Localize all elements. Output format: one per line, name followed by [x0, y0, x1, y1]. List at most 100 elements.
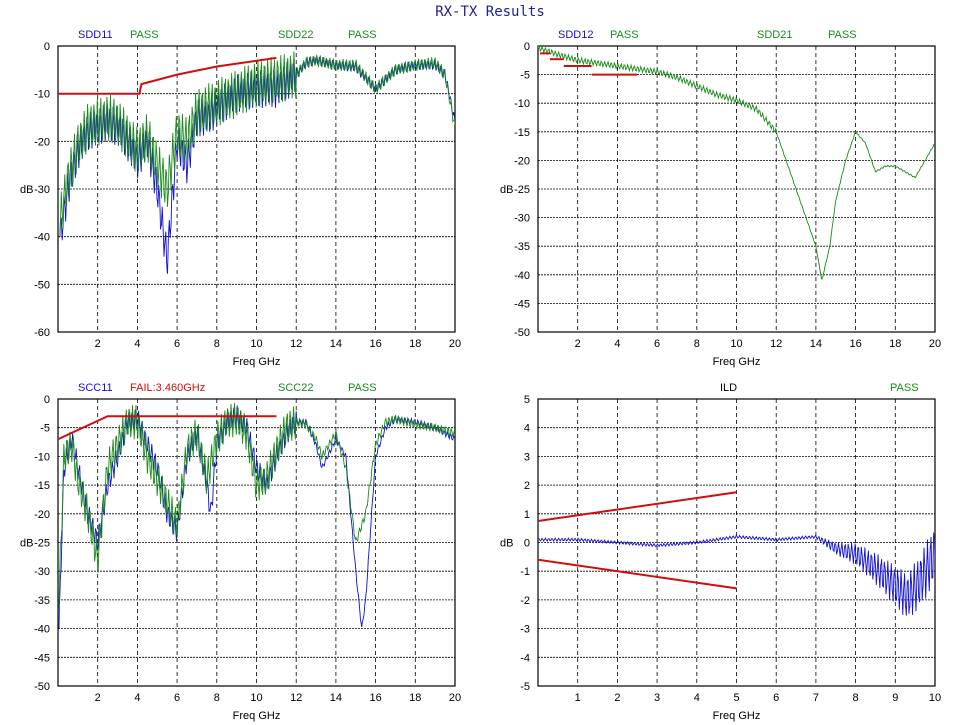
y-tick-label: -5: [520, 681, 530, 693]
y-tick-label: -20: [34, 136, 50, 148]
series-sdd11: [59, 55, 455, 274]
x-tick-label: 14: [330, 338, 342, 350]
y-tick-label: -40: [34, 232, 50, 244]
x-axis-label: Freq GHz: [233, 356, 281, 368]
trace-status-label: SCC22: [278, 382, 313, 394]
x-tick-label: 10: [929, 692, 941, 704]
x-tick-label: 4: [694, 692, 700, 704]
x-tick-label: 6: [174, 338, 180, 350]
x-tick-label: 2: [95, 338, 101, 350]
x-tick-label: 20: [449, 692, 461, 704]
x-tick-label: 8: [694, 338, 700, 350]
x-tick-label: 8: [214, 692, 220, 704]
x-tick-label: 2: [614, 692, 620, 704]
x-tick-label: 18: [409, 338, 421, 350]
series-ild: [538, 532, 935, 616]
series-sdd22: [59, 51, 455, 235]
y-tick-label: -35: [34, 595, 50, 607]
plot-panel-2: 2 4 6 8 10 12 14 16 18 20 0 -5 -10 -15 -20 -25 -30 -35 -40…: [500, 29, 941, 368]
series-upper-limit: [538, 491, 737, 522]
y-tick-label: -35: [514, 241, 530, 253]
y-tick-label: -25: [514, 184, 530, 196]
x-tick-label: 6: [773, 692, 779, 704]
y-tick-label: -30: [34, 184, 50, 196]
x-axis-label: Freq GHz: [233, 710, 281, 722]
series-limit: [58, 56, 277, 95]
y-tick-label: -15: [514, 127, 530, 139]
trace-status-label: FAIL:3.460GHz: [130, 382, 205, 394]
x-tick-label: 7: [813, 692, 819, 704]
y-tick-label: -40: [34, 624, 50, 636]
y-tick-label: -30: [34, 566, 50, 578]
y-tick-label: -5: [520, 70, 530, 82]
x-tick-label: 12: [290, 338, 302, 350]
y-tick-label: -45: [514, 298, 530, 310]
x-tick-label: 5: [733, 692, 739, 704]
y-tick-label: -30: [514, 213, 530, 225]
y-axis-label: dB: [500, 538, 513, 550]
x-tick-label: 20: [449, 338, 461, 350]
y-axis-label: dB: [20, 184, 33, 196]
x-tick-label: 18: [889, 338, 901, 350]
x-tick-label: 16: [849, 338, 861, 350]
x-tick-label: 9: [892, 692, 898, 704]
plot-panel-3: 2 4 6 8 10 12 14 16 18 20 0 -5 -10 -15 -20 -25 -30 -35 -40…: [20, 382, 461, 722]
x-tick-label: 14: [810, 338, 822, 350]
series-sdd21: [538, 46, 935, 280]
y-tick-label: -10: [514, 98, 530, 110]
y-tick-label: 3: [524, 451, 530, 463]
y-tick-label: 0: [524, 538, 530, 550]
x-tick-label: 4: [134, 338, 140, 350]
y-tick-label: -2: [520, 595, 530, 607]
y-tick-label: -50: [34, 681, 50, 693]
x-tick-label: 10: [250, 338, 262, 350]
y-tick-label: -4: [520, 652, 530, 664]
trace-status-label: PASS: [610, 29, 639, 41]
x-tick-label: 4: [614, 338, 620, 350]
x-tick-label: 10: [250, 692, 262, 704]
plot-frame: [537, 45, 936, 333]
plot-frame: [57, 398, 456, 687]
series-lower-limit: [538, 558, 737, 590]
x-tick-label: 8: [853, 692, 859, 704]
x-tick-label: 6: [654, 338, 660, 350]
y-tick-label: -15: [34, 480, 50, 492]
x-tick-label: 2: [575, 338, 581, 350]
x-tick-label: 16: [369, 338, 381, 350]
y-tick-label: -1: [520, 566, 530, 578]
trace-status-label: PASS: [348, 29, 377, 41]
trace-status-label: ILD: [720, 382, 737, 394]
trace-status-label: SDD21: [757, 29, 792, 41]
trace-status-label: SDD11: [78, 29, 113, 41]
y-tick-label: 0: [44, 394, 50, 406]
y-tick-label: -25: [34, 538, 50, 550]
x-tick-label: 1: [575, 692, 581, 704]
trace-status-label: PASS: [890, 382, 919, 394]
y-tick-label: -20: [34, 509, 50, 521]
y-axis-label: dB: [20, 538, 33, 550]
y-tick-label: 0: [524, 41, 530, 53]
y-tick-label: -40: [514, 270, 530, 282]
x-axis-label: Freq GHz: [713, 356, 761, 368]
x-axis-label: Freq GHz: [713, 710, 761, 722]
y-tick-label: -45: [34, 652, 50, 664]
y-tick-label: -20: [514, 155, 530, 167]
trace-status-label: SCC11: [78, 382, 113, 394]
trace-status-label: PASS: [828, 29, 857, 41]
series-limit: [58, 415, 277, 441]
y-tick-label: -60: [34, 327, 50, 339]
series-scc22: [58, 402, 455, 609]
y-tick-label: -3: [520, 624, 530, 636]
chart-title: RX-TX Results: [435, 4, 545, 20]
x-tick-label: 3: [654, 692, 660, 704]
trace-status-label: SDD22: [278, 29, 313, 41]
x-tick-label: 12: [290, 692, 302, 704]
x-tick-label: 18: [409, 692, 421, 704]
y-tick-label: 4: [524, 423, 530, 435]
x-tick-label: 16: [369, 692, 381, 704]
x-tick-label: 4: [134, 692, 140, 704]
x-tick-label: 6: [174, 692, 180, 704]
y-axis-label: dB: [500, 184, 513, 196]
